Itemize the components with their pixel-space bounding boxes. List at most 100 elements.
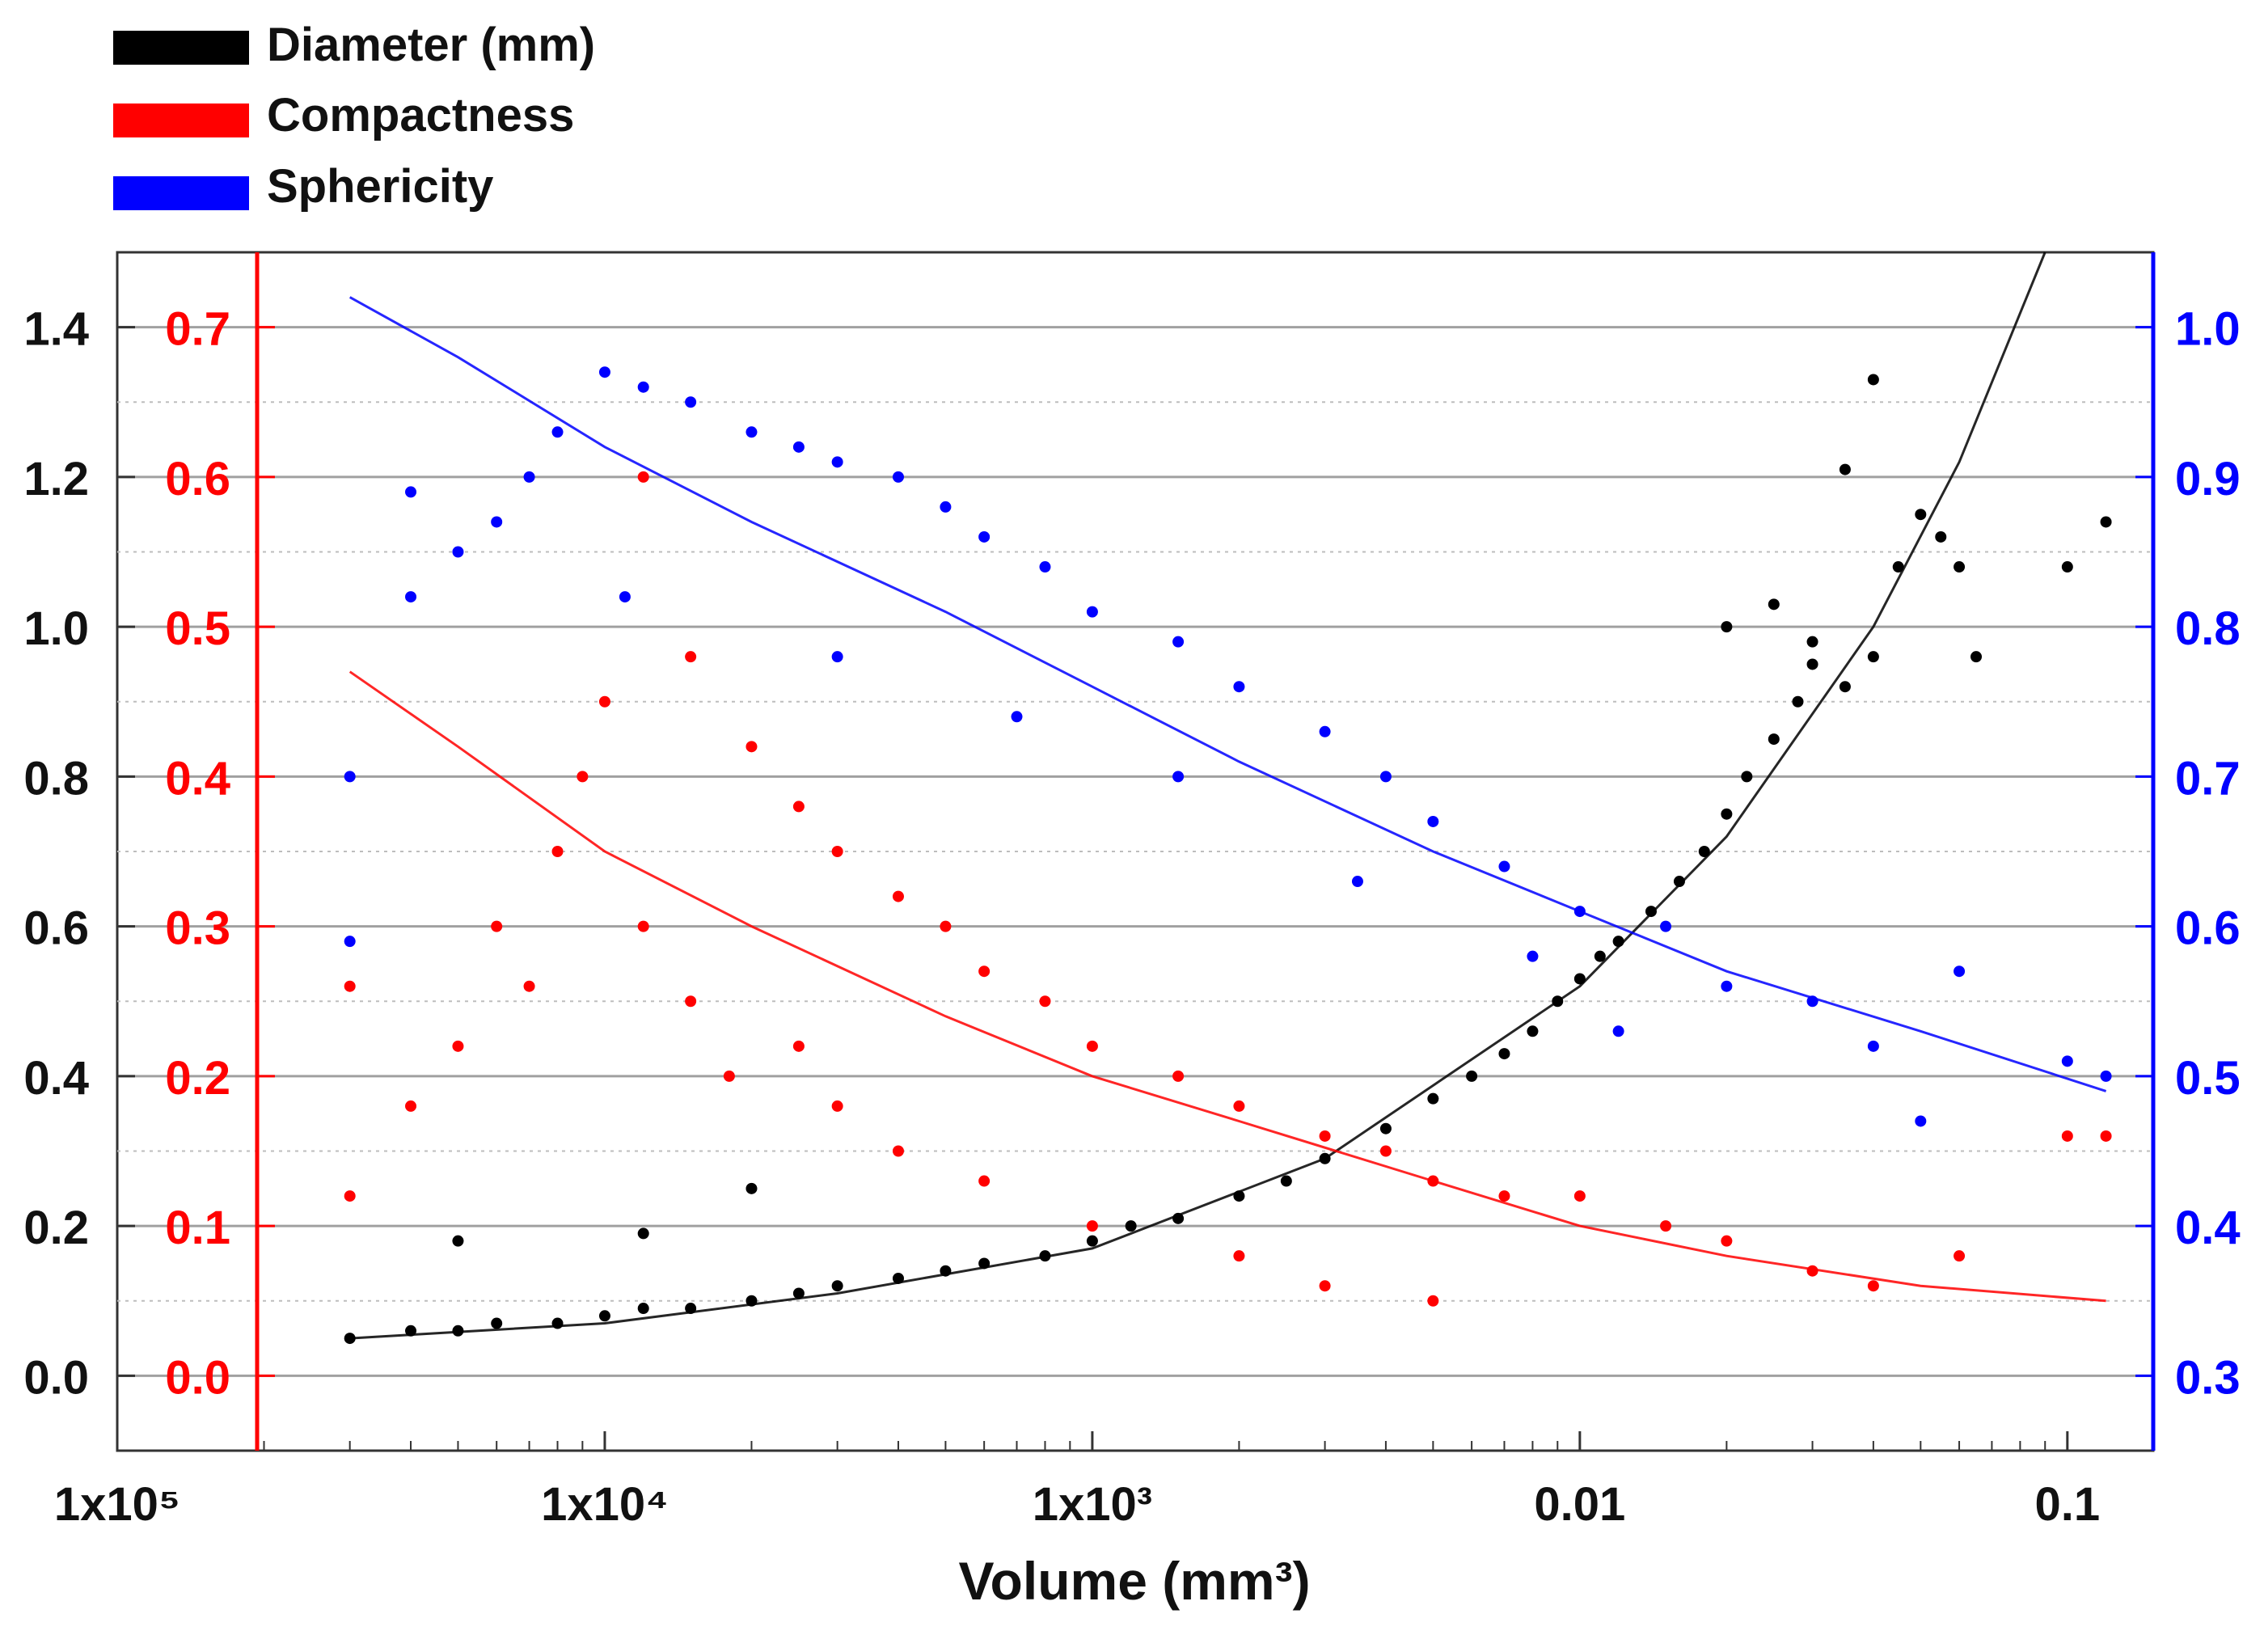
diameter-point <box>1970 651 1983 663</box>
compactness-point <box>1721 1235 1733 1247</box>
sphericity-point <box>598 366 610 378</box>
compactness-point <box>1086 1220 1098 1232</box>
sphericity-point <box>1721 980 1733 992</box>
y-compactness-tick-label: 0.0 <box>165 1351 230 1404</box>
diameter-point <box>1892 561 1904 573</box>
sphericity-fit-line <box>348 296 2107 1092</box>
sphericity-point <box>1172 771 1185 783</box>
y-compactness-tick-label: 0.6 <box>165 453 230 505</box>
y-sphericity-tick-label: 0.9 <box>2175 453 2241 505</box>
sphericity-point <box>1867 1040 1879 1052</box>
legend-label-sphericity: Sphericity <box>267 160 493 213</box>
y-sphericity-tick-label: 0.6 <box>2175 902 2241 955</box>
y-sphericity-tick-label: 0.3 <box>2175 1351 2241 1404</box>
diameter-point <box>344 1333 356 1345</box>
sphericity-point <box>637 381 649 393</box>
y-compactness-tick-label: 0.4 <box>165 752 230 805</box>
compactness-point <box>892 890 904 902</box>
tick-labels: 0.0 0.2 0.4 0.6 0.8 1.0 1.2 1.4 0.0 0.1 0.2 0.3 0.4 0… <box>23 303 2240 1531</box>
compactness-point <box>685 651 697 663</box>
sphericity-point <box>2061 1055 2073 1067</box>
compactness-point <box>1319 1280 1331 1292</box>
compactness-point <box>892 1145 904 1157</box>
y-sphericity-tick-label: 1.0 <box>2175 303 2241 356</box>
diameter-point <box>1698 846 1710 857</box>
compactness-point <box>1954 1250 1966 1262</box>
sphericity-point <box>491 516 503 528</box>
compactness-point <box>1498 1190 1510 1202</box>
compactness-point <box>344 980 356 992</box>
compactness-point <box>685 995 697 1008</box>
y-compactness-tick-label: 0.3 <box>165 902 230 955</box>
sphericity-point <box>523 471 535 483</box>
compactness-point <box>2100 1130 2112 1142</box>
compactness-point <box>491 920 503 932</box>
compactness-point <box>940 920 952 932</box>
y-left-tick-label: 0.6 <box>23 902 89 955</box>
compactness-point <box>1039 995 1051 1008</box>
diameter-point <box>2061 561 2073 573</box>
compactness-point <box>831 846 843 857</box>
compactness-point <box>523 980 535 992</box>
compactness-fit-line <box>348 670 2106 1303</box>
compactness-point <box>1660 1220 1672 1232</box>
diameter-point <box>1594 950 1606 962</box>
diameter-fit-line <box>349 251 2046 1340</box>
compactness-point <box>637 471 649 483</box>
legend-label-diameter: Diameter (mm) <box>267 19 595 71</box>
diameter-point <box>637 1303 649 1315</box>
compactness-point <box>344 1190 356 1202</box>
diameter-point <box>1954 561 1966 573</box>
sphericity-point <box>1011 711 1023 723</box>
sphericity-point <box>405 486 417 498</box>
gridlines <box>117 326 2153 1377</box>
diameter-point <box>1867 374 1879 386</box>
compactness-point <box>1573 1190 1586 1202</box>
sphericity-point <box>892 471 904 483</box>
diameter-point <box>1768 598 1780 611</box>
diameter-point <box>792 1287 805 1299</box>
y-left-tick-label: 1.0 <box>23 602 89 655</box>
compactness-point <box>831 1100 843 1112</box>
diameter-point <box>1645 906 1657 918</box>
y-left-tick-label: 1.4 <box>23 303 89 356</box>
diameter-point <box>831 1280 843 1292</box>
diameter-point <box>452 1235 464 1247</box>
compactness-point <box>978 1175 990 1187</box>
legend: Diameter (mm) Compactness Sphericity <box>113 19 595 213</box>
sphericity-point <box>619 591 631 603</box>
sphericity-point <box>792 441 805 453</box>
fit-curves <box>348 251 2107 1340</box>
diameter-point <box>1573 973 1586 985</box>
diameter-point <box>598 1310 610 1322</box>
y-sphericity-tick-label: 0.7 <box>2175 752 2241 805</box>
compactness-point <box>1867 1280 1879 1292</box>
diameter-point <box>1935 530 1947 543</box>
diameter-point <box>1721 621 1733 633</box>
sphericity-point <box>1612 1025 1624 1037</box>
diameter-point <box>1466 1070 1478 1082</box>
diameter-point <box>1915 509 1927 521</box>
sphericity-point <box>1351 876 1363 888</box>
sphericity-point <box>1660 920 1672 932</box>
sphericity-point <box>1427 815 1439 827</box>
compactness-point <box>637 920 649 932</box>
diameter-point <box>1379 1122 1392 1134</box>
y-compactness-tick-label: 0.5 <box>165 602 230 655</box>
compactness-point <box>1172 1070 1185 1082</box>
diameter-point <box>1125 1220 1137 1232</box>
y-left-tick-label: 0.2 <box>23 1202 89 1254</box>
compactness-point <box>551 846 564 857</box>
sphericity-point <box>1379 771 1392 783</box>
diameter-point <box>1792 695 1804 708</box>
diameter-point <box>1839 463 1851 475</box>
sphericity-point <box>344 771 356 783</box>
compactness-point <box>792 801 805 813</box>
x-tick-label: 0.01 <box>1534 1478 1625 1531</box>
compactness-point <box>598 695 610 708</box>
y-left-tick-label: 0.4 <box>23 1052 89 1105</box>
compactness-point <box>1086 1040 1098 1052</box>
plot-area <box>116 251 2155 1452</box>
sphericity-point <box>1086 606 1098 618</box>
